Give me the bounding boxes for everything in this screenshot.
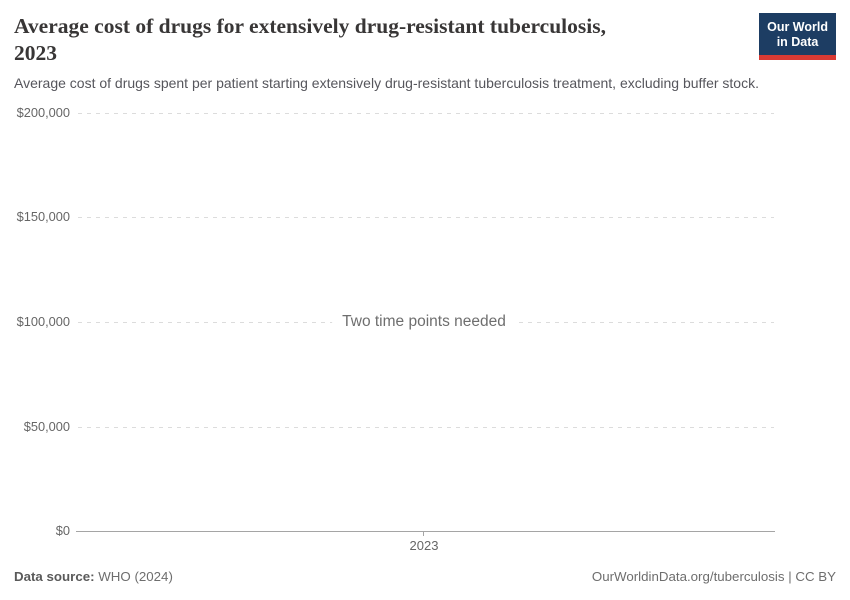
gridline-50000 [78, 427, 774, 428]
gridline-200000 [78, 113, 774, 114]
x-tick-label-2023: 2023 [409, 538, 439, 553]
y-tick-label-0: $0 [55, 523, 70, 538]
owid-logo[interactable]: Our World in Data [759, 13, 836, 60]
data-source-label: Data source: [14, 569, 95, 584]
chart-title-line2: 2023 [14, 41, 57, 65]
owid-logo-line2: in Data [776, 35, 819, 49]
y-tick-label-50000: $50,000 [23, 419, 70, 434]
chart-title: Average cost of drugs for extensively dr… [14, 13, 606, 67]
empty-state-message: Two time points needed [332, 311, 516, 333]
y-tick-label-100000: $100,000 [16, 314, 70, 329]
data-source-value: WHO (2024) [94, 569, 173, 584]
owid-logo-line1: Our World [767, 20, 828, 34]
y-tick-label-200000: $200,000 [16, 105, 70, 120]
y-tick-label-150000: $150,000 [16, 209, 70, 224]
x-axis-line [76, 531, 775, 532]
x-tick-mark-2023 [423, 531, 424, 536]
chart-title-line1: Average cost of drugs for extensively dr… [14, 14, 606, 38]
gridline-150000 [78, 217, 774, 218]
data-source: Data source: WHO (2024) [14, 569, 173, 584]
chart-subtitle: Average cost of drugs spent per patient … [14, 75, 759, 91]
attribution-link[interactable]: OurWorldinData.org/tuberculosis | CC BY [591, 569, 836, 584]
